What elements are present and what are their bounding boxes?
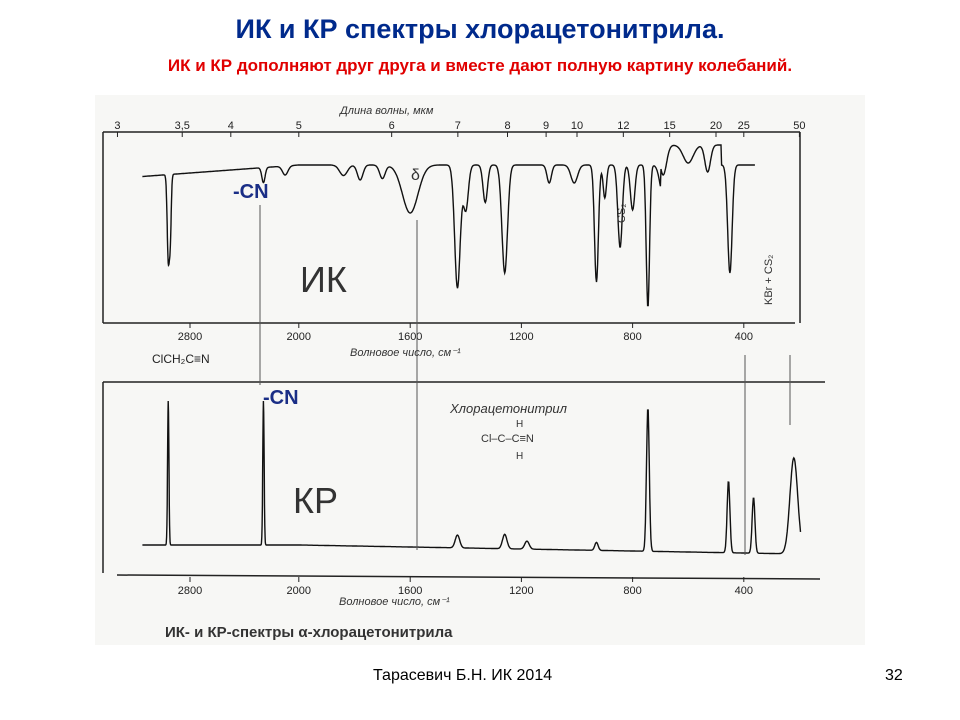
slide-subtitle: ИК и КР дополняют друг друга и вместе да… — [167, 56, 793, 75]
raman-structure-h-bottom: H — [516, 451, 523, 462]
ir-wavelength-tick-label: 7 — [455, 120, 461, 132]
ir-wavenumber-tick-label: 1200 — [509, 331, 533, 343]
ir-cn-annotation: -CN — [233, 181, 269, 203]
ir-wavenumber-ticks: 2800 2000 1600 1200 800 400 — [178, 323, 753, 343]
ir-wavelength-tick-label: 6 — [389, 120, 395, 132]
raman-structure-h-top: H — [516, 419, 523, 430]
ir-wavelength-ticks: 3 3,5 4 5 6 7 8 9 10 12 15 20 25 50 — [114, 120, 806, 137]
ir-top-axis-label: Длина волны, мкм — [338, 105, 434, 117]
raman-structure-title: Хлорацетонитрил — [449, 401, 568, 416]
raman-structure-formula: Cl–C–C≡N — [481, 433, 534, 445]
ir-cs2-annotation: CS₂ — [616, 203, 628, 223]
raman-spectrum-line — [142, 400, 802, 555]
raman-wavenumber-tick-label: 800 — [623, 585, 641, 597]
spectra-figure: 3 3,5 4 5 6 7 8 9 10 12 15 20 25 50 2800 2000 1600 1200 8… — [95, 95, 865, 645]
ir-wavenumber-tick-label: 800 — [623, 331, 641, 343]
raman-wavenumber-tick-label: 2800 — [178, 585, 202, 597]
raman-wavenumber-tick-label: 1600 — [398, 585, 422, 597]
raman-panel-label: КР — [293, 480, 338, 521]
ir-wavelength-tick-label: 5 — [296, 120, 302, 132]
ir-wavenumber-tick-label: 2000 — [287, 331, 311, 343]
raman-wavenumber-tick-label: 1200 — [509, 585, 533, 597]
spectra-chart: 3 3,5 4 5 6 7 8 9 10 12 15 20 25 50 2800 2000 1600 1200 8… — [102, 105, 825, 641]
ir-wavelength-tick-label: 20 — [710, 120, 722, 132]
footer-author: Тарасевич Б.Н. ИК 2014 — [373, 667, 553, 684]
raman-xlabel: Волновое число, см⁻¹ — [339, 596, 450, 608]
raman-wavenumber-ticks: 2800 2000 1600 1200 800 400 — [178, 577, 753, 597]
ir-wavelength-tick-label: 50 — [793, 120, 805, 132]
raman-bottom-axis — [116, 574, 821, 580]
ir-wavelength-tick-label: 8 — [504, 120, 510, 132]
raman-cn-annotation: -CN — [263, 387, 299, 409]
ir-wavelength-tick-label: 12 — [617, 120, 629, 132]
ir-wavelength-tick-label: 25 — [738, 120, 750, 132]
ir-wavelength-tick-label: 9 — [543, 120, 549, 132]
ir-wavenumber-tick-label: 2800 — [178, 331, 202, 343]
ir-wavenumber-tick-label: 400 — [735, 331, 753, 343]
ir-wavelength-tick-label: 4 — [228, 120, 234, 132]
ir-wavelength-tick-label: 10 — [571, 120, 583, 132]
raman-wavenumber-tick-label: 2000 — [287, 585, 311, 597]
ir-delta-annotation: δ — [411, 167, 420, 184]
ir-kbr-annotation: KBr + CS₂ — [763, 255, 775, 305]
figure-caption: ИК- и КР-спектры α-хлорацетонитрила — [165, 624, 453, 641]
ir-wavelength-tick-label: 3 — [114, 120, 120, 132]
slide-title: ИК и КР спектры хлорацетонитрила. — [235, 14, 725, 44]
page-number: 32 — [885, 667, 903, 684]
ir-wavelength-tick-label: 3,5 — [175, 120, 190, 132]
ir-xlabel: Волновое число, см⁻¹ — [350, 347, 461, 359]
ir-compound-label: ClCH₂C≡N — [152, 352, 210, 366]
ir-wavelength-tick-label: 15 — [664, 120, 676, 132]
raman-wavenumber-tick-label: 400 — [735, 585, 753, 597]
ir-panel-label: ИК — [300, 259, 347, 300]
ir-spectrum-line — [142, 144, 755, 307]
ir-wavenumber-tick-label: 1600 — [398, 331, 422, 343]
